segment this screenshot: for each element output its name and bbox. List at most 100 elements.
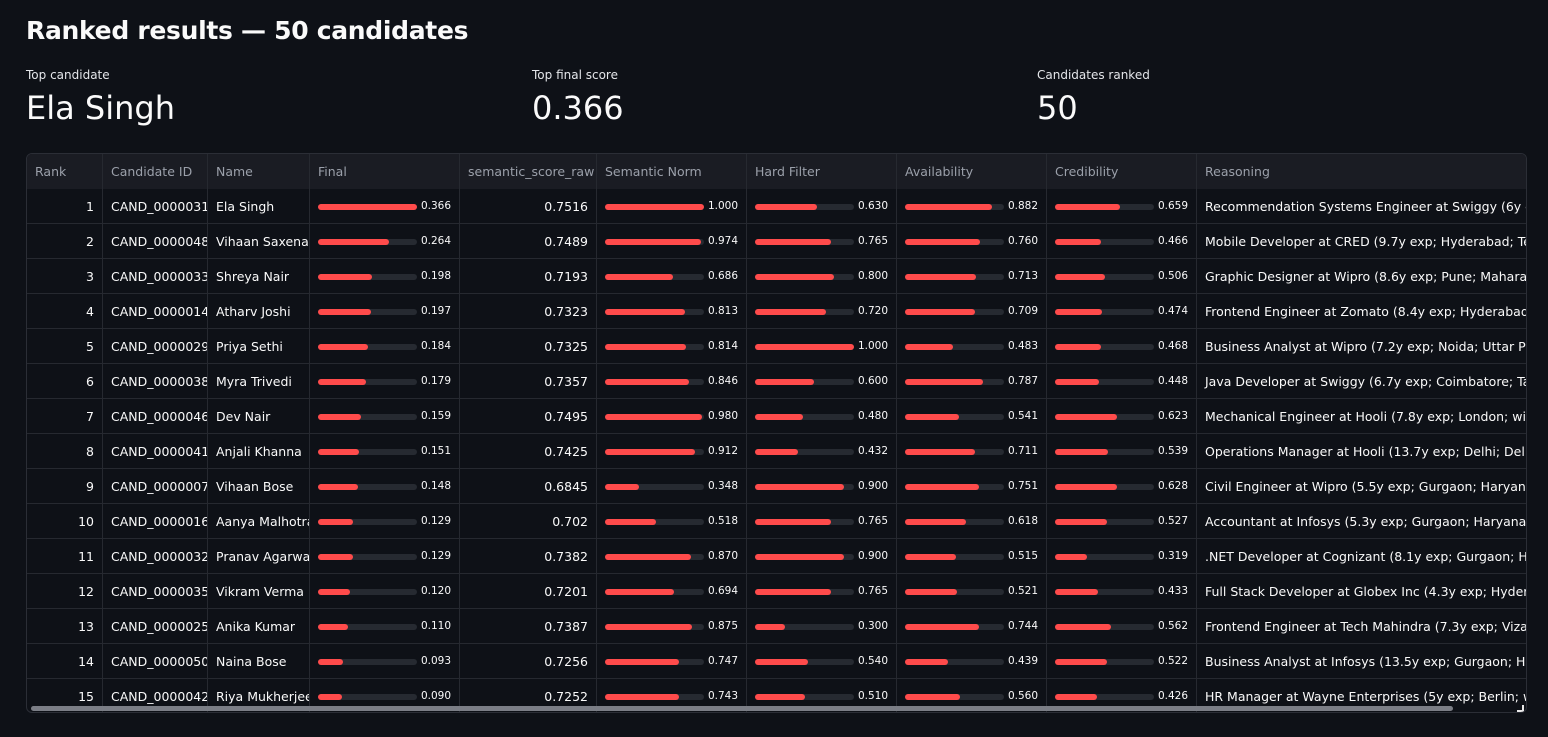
cell-final-bar: 0.129 [310,539,460,574]
progress-bar-fill [1055,413,1117,420]
cell-final-bar: 0.151 [310,434,460,469]
cell-raw: 0.6845 [460,469,597,504]
scrollbar-thumb[interactable] [31,706,1453,711]
column-final-header[interactable]: Final [310,154,460,189]
cell-raw: 0.7489 [460,224,597,259]
cell-final-bar: 0.197 [310,294,460,329]
column-availability-header[interactable]: Availability [897,154,1047,189]
progress-bar-track [755,378,854,385]
progress-bar-fill [318,483,359,490]
progress-bar-track [318,378,417,385]
bar-value: 0.800 [857,270,888,282]
column-candidate-id-header[interactable]: Candidate ID [103,154,208,189]
progress-bar-track [318,588,417,595]
cell-rank: 9 [27,469,103,504]
table-row[interactable]: 5 CAND_0000029 Priya Sethi 0.184 0.7325 0.814… [27,329,1526,364]
table-row[interactable]: 8 CAND_0000041 Anjali Khanna 0.151 0.7425 0.9… [27,434,1526,469]
cell-name: Anika Kumar [208,609,310,644]
progress-bar-fill [605,658,679,665]
progress-bar-fill [605,623,692,630]
bar-value: 0.713 [1007,270,1038,282]
table-row[interactable]: 4 CAND_0000014 Atharv Joshi 0.197 0.7323 0.81… [27,294,1526,329]
table-row[interactable]: 7 CAND_0000046 Dev Nair 0.159 0.7495 0.980 0.4… [27,399,1526,434]
progress-bar-fill [318,413,361,420]
progress-bar-track [318,553,417,560]
table-row[interactable]: 1 CAND_0000031 Ela Singh 0.366 0.7516 1.000 0.… [27,189,1526,224]
bar-value: 0.090 [420,690,451,702]
bar-value: 0.348 [707,480,738,492]
cell-cred-bar: 0.468 [1047,329,1197,364]
cell-final-bar: 0.129 [310,504,460,539]
cell-hard-bar: 0.480 [747,399,897,434]
progress-bar-fill [318,448,359,455]
progress-bar-track [605,343,704,350]
progress-bar-fill [318,238,390,245]
progress-bar-track [1055,378,1154,385]
cell-sem-bar: 0.813 [597,294,747,329]
bar-value: 0.522 [1157,655,1188,667]
progress-bar-track [318,658,417,665]
column-reasoning-header[interactable]: Reasoning [1197,154,1526,189]
table-row[interactable]: 6 CAND_0000038 Myra Trivedi 0.179 0.7357 0.84… [27,364,1526,399]
table-row[interactable]: 9 CAND_0000007 Vihaan Bose 0.148 0.6845 0.348… [27,469,1526,504]
column-name-header[interactable]: Name [208,154,310,189]
progress-bar-fill [1055,553,1087,560]
bar-value: 0.882 [1007,200,1038,212]
progress-bar-fill [1055,203,1121,210]
horizontal-scrollbar[interactable] [27,706,1526,712]
bar-value: 0.870 [707,550,738,562]
progress-bar-fill [1055,518,1108,525]
column-credibility-header[interactable]: Credibility [1047,154,1197,189]
cell-id: CAND_0000014 [103,294,208,329]
results-table[interactable]: Rank Candidate ID Name Final semantic_score_… [26,153,1527,713]
cell-name: Priya Sethi [208,329,310,364]
column-semantic-score-raw-header[interactable]: semantic_score_raw [460,154,597,189]
progress-bar-track [318,238,417,245]
progress-bar-fill [1055,308,1102,315]
cell-name: Aanya Malhotra [208,504,310,539]
cell-rank: 14 [27,644,103,679]
table-row[interactable]: 15 CAND_0000042 Riya Mukherjee 0.090 0.7252 0… [27,679,1526,712]
progress-bar-fill [605,378,689,385]
bar-value: 0.560 [1007,690,1038,702]
cell-avail-bar: 0.787 [897,364,1047,399]
progress-bar-fill [605,238,702,245]
bar-value: 0.159 [420,410,451,422]
progress-bar-fill [755,238,831,245]
progress-bar-track [1055,553,1154,560]
table-row[interactable]: 13 CAND_0000025 Anika Kumar 0.110 0.7387 0.87… [27,609,1526,644]
cell-reason: Civil Engineer at Wipro (5.5y exp; Gurga… [1197,469,1526,504]
table-row[interactable]: 10 CAND_0000016 Aanya Malhotra 0.129 0.702 0.… [27,504,1526,539]
table-row[interactable]: 12 CAND_0000035 Vikram Verma 0.120 0.7201 0.6… [27,574,1526,609]
column-rank-header[interactable]: Rank [27,154,103,189]
bar-value: 0.686 [707,270,738,282]
bar-value: 0.539 [1157,445,1188,457]
cell-final-bar: 0.179 [310,364,460,399]
bar-value: 0.813 [707,305,738,317]
bar-value: 0.562 [1157,620,1188,632]
table-row[interactable]: 3 CAND_0000033 Shreya Nair 0.198 0.7193 0.686… [27,259,1526,294]
resize-handle-icon[interactable] [1517,705,1524,712]
cell-cred-bar: 0.506 [1047,259,1197,294]
progress-bar-track [755,238,854,245]
progress-bar-track [905,518,1004,525]
progress-bar-fill [605,203,704,210]
bar-value: 0.474 [1157,305,1188,317]
bar-value: 0.468 [1157,340,1188,352]
table-header-row: Rank Candidate ID Name Final semantic_score_… [27,154,1526,189]
column-semantic-norm-header[interactable]: Semantic Norm [597,154,747,189]
table-row[interactable]: 11 CAND_0000032 Pranav Agarwal 0.129 0.7382 0… [27,539,1526,574]
cell-raw: 0.7323 [460,294,597,329]
progress-bar-fill [755,553,845,560]
progress-bar-track [318,483,417,490]
cell-id: CAND_0000041 [103,434,208,469]
bar-value: 0.148 [420,480,451,492]
table-row[interactable]: 2 CAND_0000048 Vihaan Saxena 0.264 0.7489 0.9… [27,224,1526,259]
bar-value: 0.110 [420,620,451,632]
cell-hard-bar: 0.765 [747,504,897,539]
cell-final-bar: 0.264 [310,224,460,259]
table-row[interactable]: 14 CAND_0000050 Naina Bose 0.093 0.7256 0.747… [27,644,1526,679]
progress-bar-fill [755,623,785,630]
metric-value: 0.366 [532,89,624,127]
column-hard-filter-header[interactable]: Hard Filter [747,154,897,189]
